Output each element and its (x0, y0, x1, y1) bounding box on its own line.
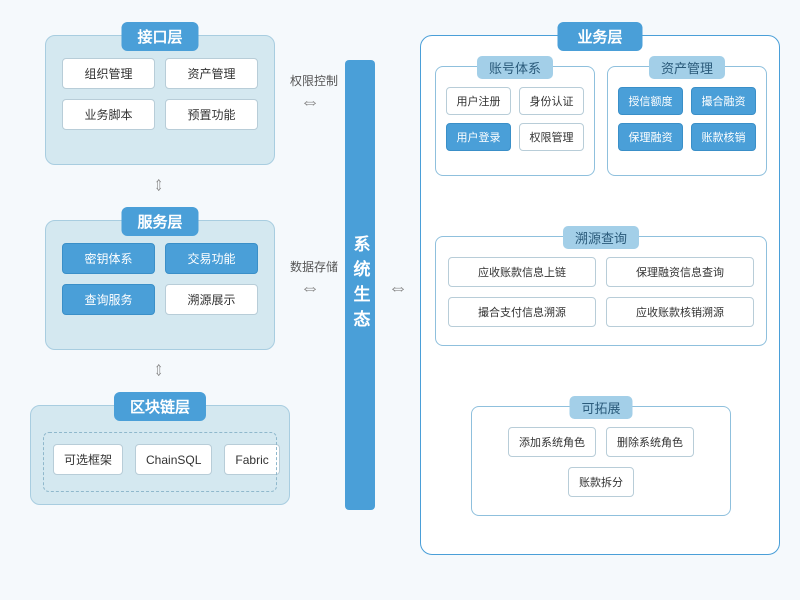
box-add-role: 添加系统角色 (508, 427, 596, 457)
trace-items: 应收账款信息上链 保理融资信息查询 撮合支付信息溯源 应收账款核销溯源 (436, 237, 766, 337)
interface-layer-panel: 接口层 组织管理 资产管理 业务脚本 预置功能 (45, 35, 275, 165)
box-acct-writeoff: 账款核销 (691, 123, 756, 151)
interface-items: 组织管理 资产管理 业务脚本 预置功能 (46, 36, 274, 144)
box-factor-finance: 保理融资 (618, 123, 683, 151)
box-tx-fn: 交易功能 (165, 243, 258, 274)
box-match-finance: 撮合融资 (691, 87, 756, 115)
box-credit-limit: 授信额度 (618, 87, 683, 115)
arrow-service-center: ⇔ (300, 278, 320, 298)
account-system-title: 账号体系 (477, 56, 553, 79)
box-trace-view: 溯源展示 (165, 284, 258, 315)
interface-layer-title: 接口层 (121, 22, 198, 51)
box-preset-fn: 预置功能 (165, 99, 258, 130)
blockchain-layer-panel: 区块链层 可选框架 ChainSQL Fabric (30, 405, 290, 505)
extensible-title: 可拓展 (569, 396, 632, 419)
box-biz-script: 业务脚本 (62, 99, 155, 130)
business-layer-panel: 业务层 账号体系 用户注册 身份认证 用户登录 权限管理 资产管理 授信额度 撮… (420, 35, 780, 555)
box-ar-onchain: 应收账款信息上链 (448, 257, 596, 287)
box-identity-auth: 身份认证 (519, 87, 584, 115)
asset-mgmt-title: 资产管理 (649, 56, 725, 79)
asset-items: 授信额度 撮合融资 保理融资 账款核销 (608, 67, 766, 161)
arrow-service-blockchain: ⇔ (150, 360, 170, 380)
account-system-panel: 账号体系 用户注册 身份认证 用户登录 权限管理 (435, 66, 595, 176)
label-data-storage: 数据存储 (290, 258, 338, 275)
service-layer-title: 服务层 (121, 207, 198, 236)
label-permission-control: 权限控制 (290, 72, 338, 89)
asset-mgmt-panel: 资产管理 授信额度 撮合融资 保理融资 账款核销 (607, 66, 767, 176)
box-remove-role: 删除系统角色 (606, 427, 694, 457)
arrow-center-right: ⇔ (388, 278, 408, 298)
framework-dashed-box (43, 432, 277, 492)
service-items: 密钥体系 交易功能 查询服务 溯源展示 (46, 221, 274, 329)
business-layer-title: 业务层 (557, 22, 642, 51)
box-match-pay-trace: 撮合支付信息溯源 (448, 297, 596, 327)
service-layer-panel: 服务层 密钥体系 交易功能 查询服务 溯源展示 (45, 220, 275, 350)
arrow-interface-service: ⇔ (150, 175, 170, 195)
box-key-system: 密钥体系 (62, 243, 155, 274)
box-acct-split: 账款拆分 (568, 467, 634, 497)
box-org-mgmt: 组织管理 (62, 58, 155, 89)
box-asset-mgmt: 资产管理 (165, 58, 258, 89)
trace-query-panel: 溯源查询 应收账款信息上链 保理融资信息查询 撮合支付信息溯源 应收账款核销溯源 (435, 236, 767, 346)
arrow-interface-center: ⇔ (300, 92, 320, 112)
box-user-register: 用户注册 (446, 87, 511, 115)
extend-items: 添加系统角色 删除系统角色 账款拆分 (472, 407, 730, 507)
trace-query-title: 溯源查询 (563, 226, 639, 249)
blockchain-layer-title: 区块链层 (114, 392, 206, 421)
account-items: 用户注册 身份认证 用户登录 权限管理 (436, 67, 594, 161)
box-user-login: 用户登录 (446, 123, 511, 151)
box-perm-mgmt: 权限管理 (519, 123, 584, 151)
box-factor-query: 保理融资信息查询 (606, 257, 754, 287)
box-query-svc: 查询服务 (62, 284, 155, 315)
central-system-ecology: 系统生态 (345, 60, 375, 510)
extensible-panel: 可拓展 添加系统角色 删除系统角色 账款拆分 (471, 406, 731, 516)
box-ar-writeoff-trace: 应收账款核销溯源 (606, 297, 754, 327)
